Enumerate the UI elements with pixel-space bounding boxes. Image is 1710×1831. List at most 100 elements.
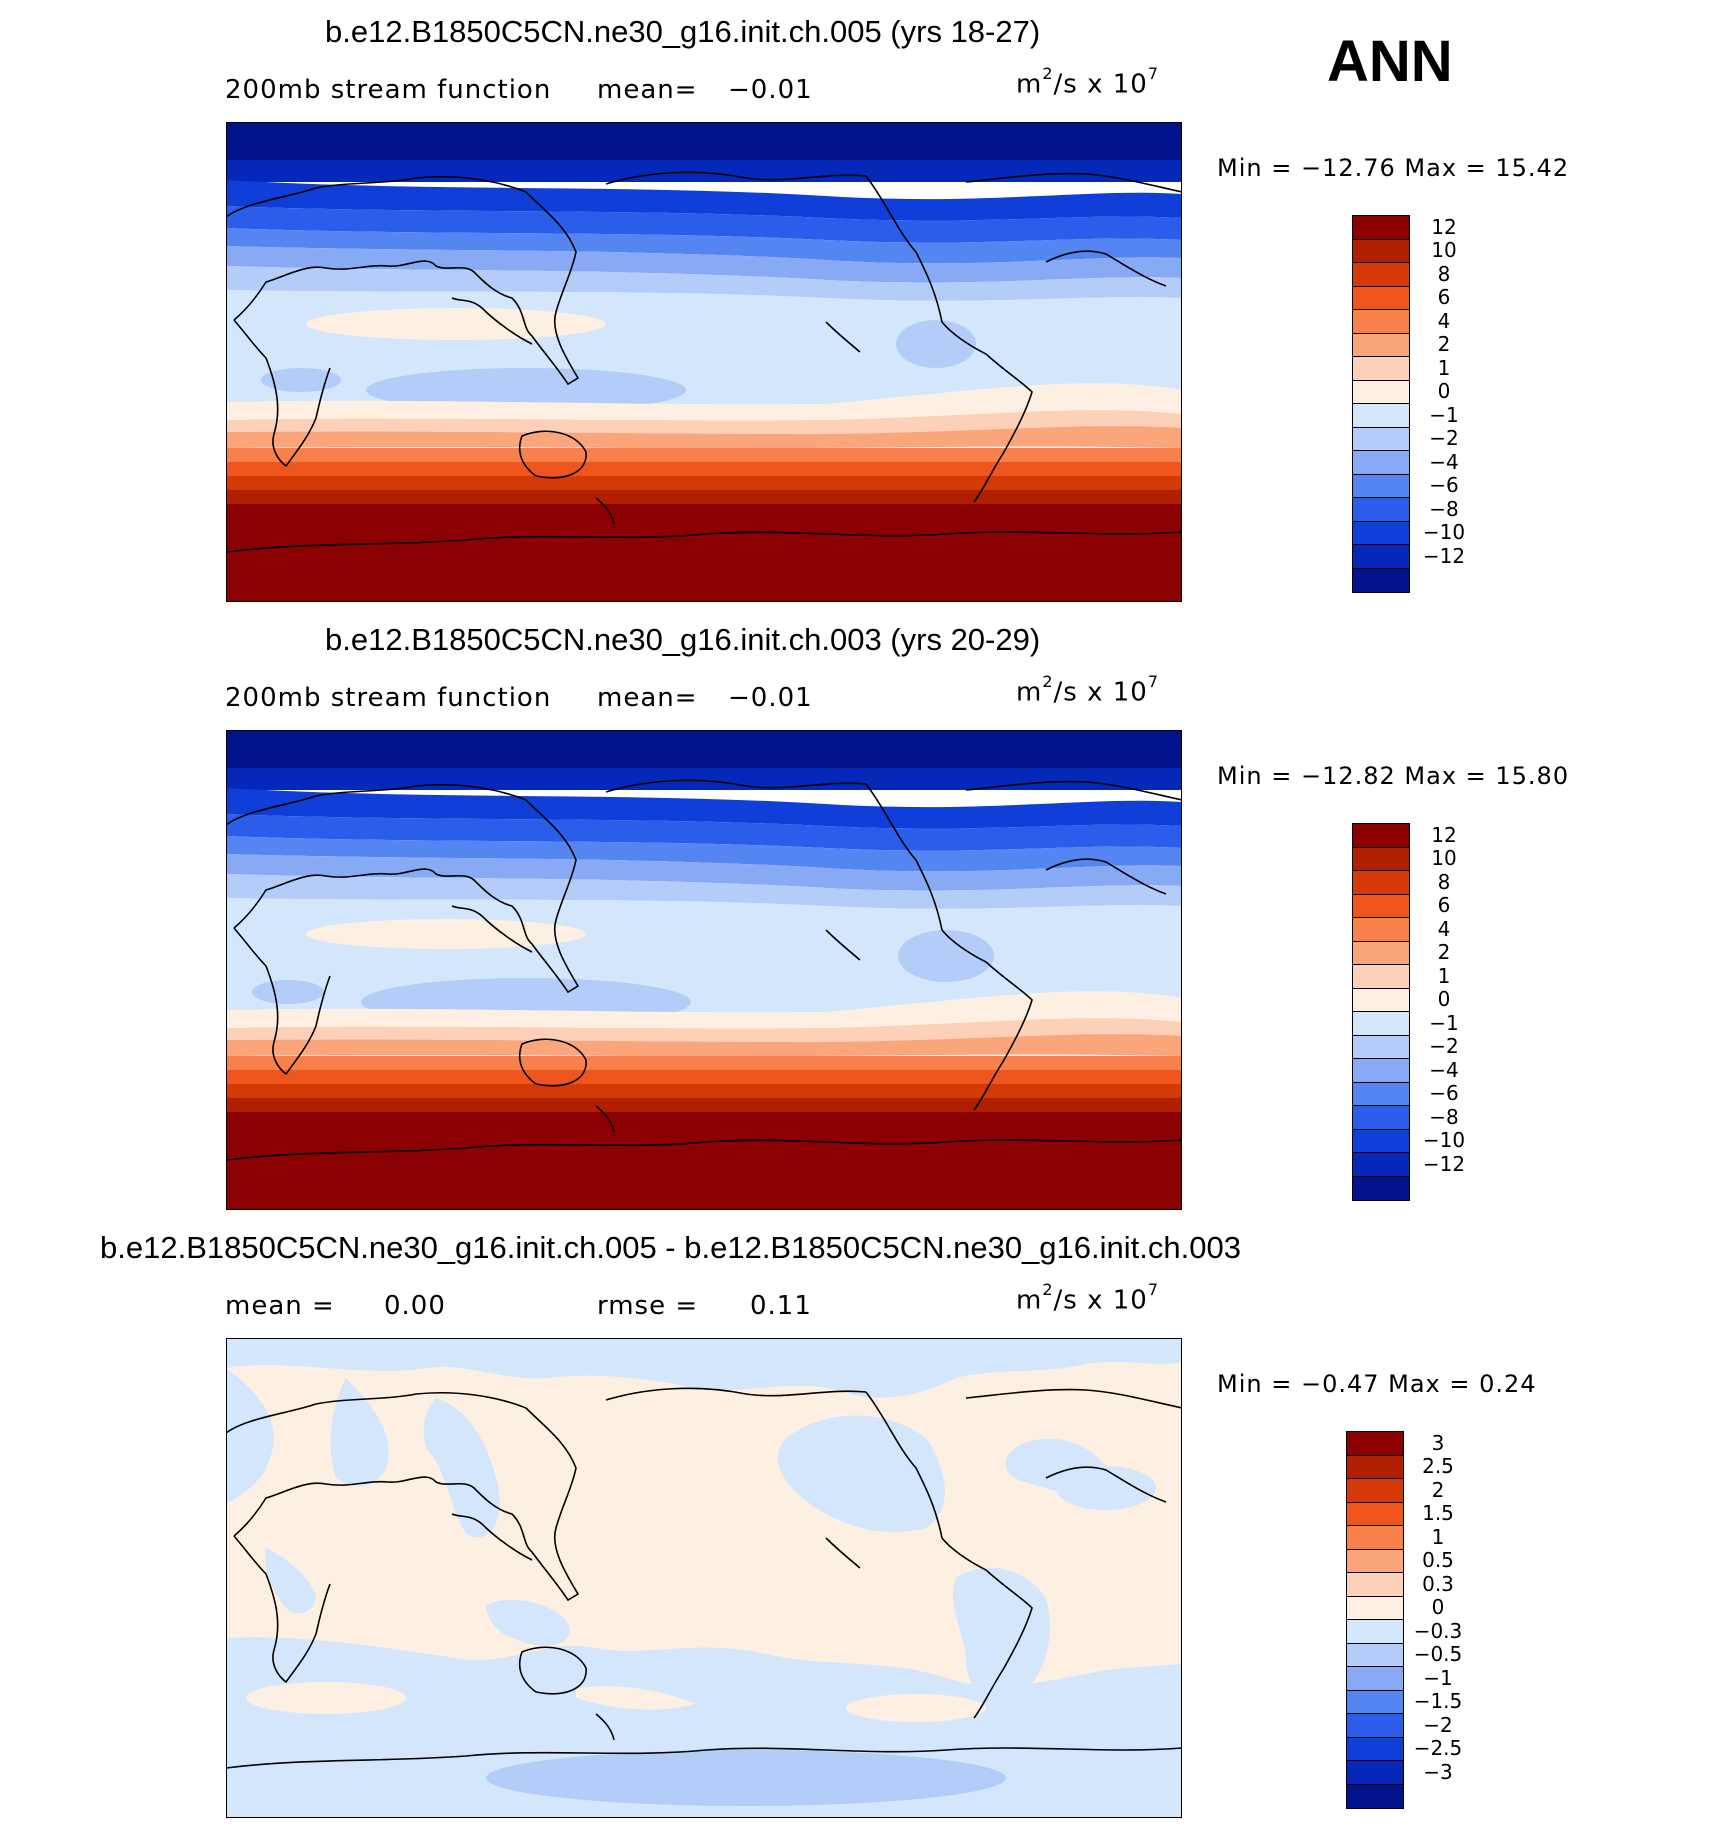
- panel-2-minmax: Min = −12.82 Max = 15.80: [1217, 762, 1570, 790]
- colorbar-tick-label: −1: [1429, 402, 1459, 427]
- colorbar-tick-label: −10: [1422, 1128, 1466, 1152]
- panel-3-title: b.e12.B1850C5CN.ne30_g16.init.ch.005 - b…: [100, 1230, 1241, 1265]
- panel-1-minmax: Min = −12.76 Max = 15.42: [1217, 154, 1570, 182]
- colorbar-swatch: [1353, 451, 1409, 475]
- panel-1-units: m2/s x 107: [1016, 64, 1160, 100]
- colorbar-tick-label: −4: [1429, 1057, 1459, 1082]
- colorbar-swatch: [1353, 404, 1409, 428]
- colorbar-swatch: [1353, 545, 1409, 569]
- colorbar-tick-label: −1.5: [1413, 1689, 1463, 1713]
- colorbar-tick-label: −1: [1429, 1010, 1459, 1035]
- colorbar-swatch: [1353, 286, 1409, 310]
- colorbar-swatch: [1353, 568, 1409, 592]
- colorbar-tick-label: −2.5: [1413, 1736, 1463, 1760]
- colorbar-swatch: [1353, 263, 1409, 287]
- panel-1-mean-value: −0.01: [728, 75, 813, 105]
- colorbar-swatch: [1353, 871, 1409, 895]
- colorbar-tick-label: 0: [1437, 987, 1451, 1011]
- colorbar-tick-label: 2: [1437, 332, 1451, 356]
- panel-3-rmse-value: 0.11: [750, 1291, 812, 1321]
- colorbar-tick-label: 0: [1437, 379, 1451, 403]
- panel-2-colorbar: [1352, 823, 1410, 1201]
- panel-3-colorbar: [1346, 1431, 1404, 1809]
- colorbar-tick-label: 0.5: [1422, 1548, 1454, 1572]
- panel-2-variable-label: 200mb stream function: [225, 683, 552, 713]
- colorbar-tick-label: 0: [1431, 1595, 1445, 1619]
- colorbar-tick-label: 2: [1437, 940, 1451, 964]
- colorbar-swatch: [1347, 1432, 1403, 1456]
- colorbar-tick-label: 4: [1437, 308, 1451, 333]
- colorbar-tick-label: −12: [1422, 543, 1466, 568]
- colorbar-swatch: [1353, 1082, 1409, 1106]
- colorbar-tick-label: −12: [1422, 1151, 1466, 1176]
- colorbar-tick-label: −2: [1429, 1034, 1459, 1058]
- colorbar-tick-label: −3: [1423, 1759, 1453, 1784]
- colorbar-tick-label: 4: [1437, 916, 1451, 941]
- colorbar-swatch: [1347, 1784, 1403, 1808]
- colorbar-swatch: [1347, 1573, 1403, 1597]
- colorbar-tick-label: 1: [1437, 963, 1451, 988]
- colorbar-tick-label: 1: [1431, 1524, 1445, 1549]
- colorbar-swatch: [1353, 521, 1409, 545]
- panel-2-units: m2/s x 107: [1016, 672, 1160, 708]
- colorbar-swatch: [1353, 474, 1409, 498]
- colorbar-swatch: [1353, 1106, 1409, 1130]
- colorbar-swatch: [1353, 1059, 1409, 1083]
- colorbar-tick-label: 2.5: [1422, 1454, 1454, 1478]
- colorbar-tick-label: 2: [1431, 1477, 1445, 1502]
- colorbar-swatch: [1353, 380, 1409, 404]
- colorbar-tick-label: 0.3: [1422, 1571, 1454, 1596]
- colorbar-swatch: [1347, 1643, 1403, 1667]
- panel-3-rmse-label: rmse =: [597, 1291, 699, 1321]
- panel-2-mean-label: mean=: [597, 683, 698, 713]
- colorbar-tick-label: −6: [1429, 1081, 1459, 1105]
- season-label: ANN: [1327, 29, 1453, 94]
- colorbar-tick-label: 12: [1431, 822, 1457, 847]
- colorbar-swatch: [1353, 333, 1409, 357]
- colorbar-swatch: [1347, 1526, 1403, 1550]
- colorbar-swatch: [1347, 1714, 1403, 1738]
- colorbar-tick-label: 10: [1431, 846, 1457, 870]
- colorbar-tick-label: 3: [1431, 1430, 1445, 1455]
- colorbar-swatch: [1347, 1596, 1403, 1620]
- colorbar-tick-label: 8: [1437, 869, 1451, 894]
- colorbar-tick-label: −8: [1429, 496, 1459, 521]
- colorbar-swatch: [1347, 1761, 1403, 1785]
- colorbar-tick-label: 8: [1437, 261, 1451, 286]
- colorbar-tick-label: 1: [1437, 355, 1451, 380]
- colorbar-swatch: [1353, 239, 1409, 263]
- panel-1-title: b.e12.B1850C5CN.ne30_g16.init.ch.005 (yr…: [325, 14, 1041, 49]
- colorbar-swatch: [1353, 988, 1409, 1012]
- colorbar-swatch: [1347, 1549, 1403, 1573]
- colorbar-tick-label: −6: [1429, 473, 1459, 497]
- colorbar-tick-label: 6: [1437, 893, 1451, 917]
- colorbar-swatch: [1353, 427, 1409, 451]
- colorbar-swatch: [1353, 310, 1409, 334]
- colorbar-swatch: [1353, 847, 1409, 871]
- colorbar-tick-label: 1.5: [1422, 1501, 1454, 1525]
- colorbar-swatch: [1353, 918, 1409, 942]
- colorbar-swatch: [1353, 1176, 1409, 1200]
- colorbar-tick-label: −0.3: [1413, 1618, 1463, 1643]
- colorbar-swatch: [1347, 1690, 1403, 1714]
- panel-1-variable-label: 200mb stream function: [225, 75, 552, 105]
- colorbar-swatch: [1347, 1479, 1403, 1503]
- panel-3-mean-value: 0.00: [384, 1291, 446, 1321]
- colorbar-swatch: [1353, 894, 1409, 918]
- colorbar-swatch: [1353, 1129, 1409, 1153]
- colorbar-swatch: [1353, 824, 1409, 848]
- colorbar-swatch: [1347, 1455, 1403, 1479]
- colorbar-tick-label: −8: [1429, 1104, 1459, 1129]
- colorbar-swatch: [1347, 1667, 1403, 1691]
- colorbar-tick-label: −1: [1423, 1665, 1453, 1690]
- panel-3-units: m2/s x 107: [1016, 1280, 1160, 1316]
- colorbar-swatch: [1353, 1153, 1409, 1177]
- panel-2-map: [226, 730, 1182, 1210]
- colorbar-swatch: [1353, 1035, 1409, 1059]
- colorbar-tick-label: 10: [1431, 238, 1457, 262]
- colorbar-tick-label: −2: [1429, 426, 1459, 450]
- panel-3-map: [226, 1338, 1182, 1818]
- panel-1-colorbar: [1352, 215, 1410, 593]
- panel-2-mean-value: −0.01: [728, 683, 813, 713]
- colorbar-swatch: [1353, 216, 1409, 240]
